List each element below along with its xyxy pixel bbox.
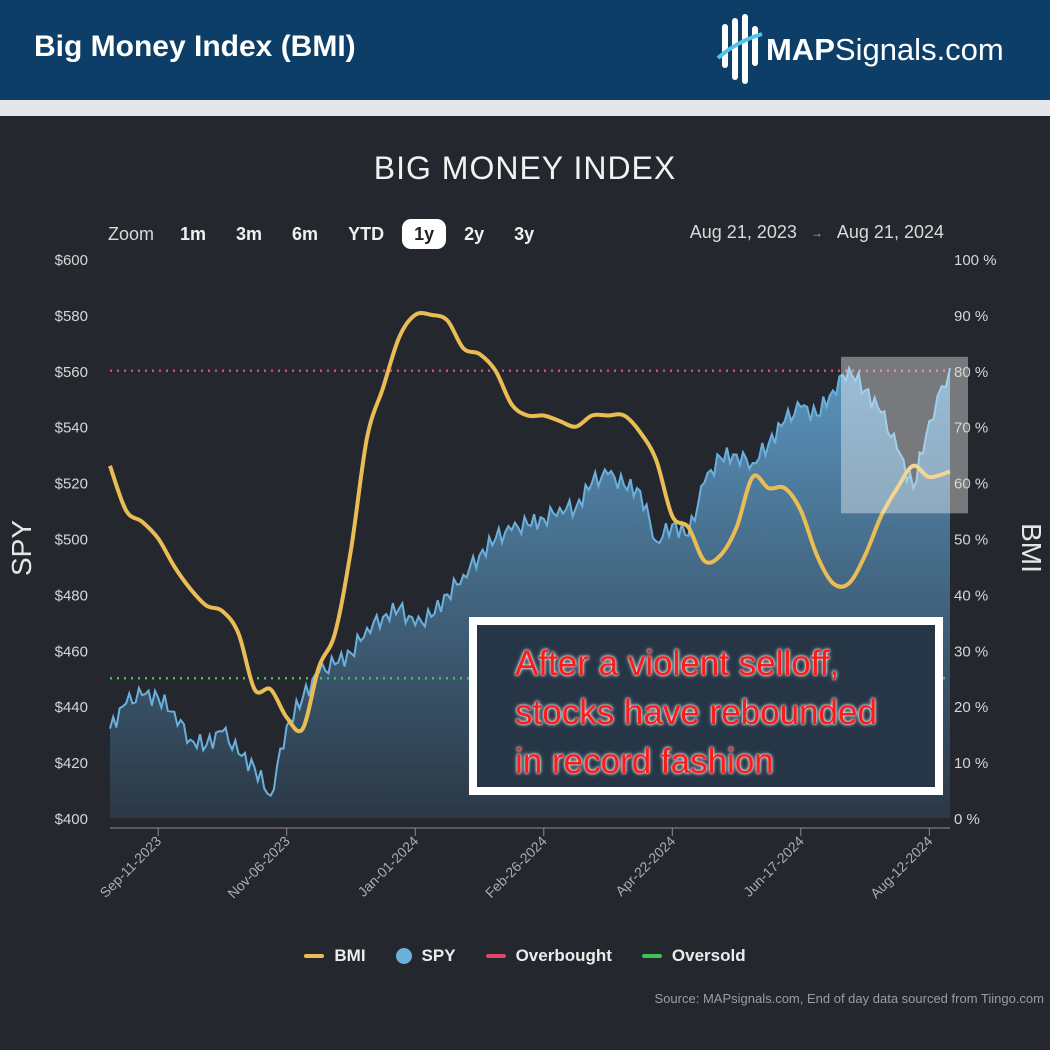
logo-bars-icon (716, 14, 763, 84)
legend-label: SPY (421, 946, 456, 965)
annotation-line: After a violent selloff, (515, 644, 840, 683)
annotation-line: in record fashion (515, 742, 774, 781)
x-tick-label: Jan-01-2024 (354, 833, 421, 900)
y-right-tick-label: 60 % (954, 476, 988, 493)
y-left-tick-label: $440 (55, 699, 88, 716)
y-right-tick-label: 80 % (954, 364, 988, 381)
y-right-tick-label: 90 % (954, 308, 988, 325)
legend-item-overbought[interactable]: Overbought (485, 946, 612, 966)
y-left-axis-title: SPY (6, 520, 37, 576)
zoom-1m-button[interactable]: 1m (180, 224, 207, 244)
zoom-3y-button[interactable]: 3y (514, 224, 535, 244)
y-left-tick-label: $460 (55, 643, 88, 660)
y-left-tick-label: $520 (55, 476, 88, 493)
y-right-tick-label: 20 % (954, 699, 988, 716)
spy-line (109, 364, 951, 798)
annotation-line: stocks have rebounded (515, 693, 877, 732)
chart-legend: BMI SPY Overbought Oversold (0, 946, 1050, 966)
chart-title: BIG MONEY INDEX (373, 150, 677, 186)
y-left-tick-label: $420 (55, 755, 88, 772)
x-tick-label: Apr-22-2024 (612, 833, 678, 899)
x-tick-label: Aug-12-2024 (867, 833, 936, 902)
legend-dot-swatch (395, 948, 412, 964)
y-right-tick-label: 30 % (954, 643, 988, 660)
y-left-tick-label: $480 (55, 587, 88, 604)
legend-line-swatch (304, 954, 325, 958)
zoom-3m-button[interactable]: 3m (236, 224, 263, 244)
x-tick-label: Feb-26-2024 (482, 833, 550, 901)
highlight-region (841, 356, 968, 514)
y-left-tick-label: $560 (55, 364, 88, 381)
y-left-tick-label: $580 (55, 308, 88, 325)
y-right-axis-title: BMI (1016, 523, 1047, 573)
zoom-6m-button[interactable]: 6m (292, 224, 319, 244)
zoom-1y-button[interactable]: 1y (402, 219, 447, 249)
y-left-tick-label: $540 (55, 420, 88, 437)
x-tick-label: Nov-06-2023 (224, 833, 293, 902)
y-right-tick-label: 70 % (954, 420, 988, 437)
zoom-2y-button[interactable]: 2y (464, 224, 485, 244)
mapsignals-logo: MAPSignals.com (716, 14, 1016, 86)
zoom-selector: Zoom 1m 3m 6m YTD 1y 2y 3y (108, 218, 552, 250)
annotation-box: After a violent selloff, stocks have reb… (469, 617, 943, 795)
y-left-tick-label: $500 (55, 532, 88, 549)
bmi-line (108, 311, 951, 734)
x-tick-label: Sep-11-2023 (96, 833, 164, 901)
legend-label: BMI (334, 946, 366, 965)
header-separator (0, 100, 1050, 116)
y-right-tick-label: 50 % (954, 532, 988, 549)
zoom-label: Zoom (108, 223, 155, 244)
logo-text: MAPSignals.com (766, 32, 1004, 67)
y-right-tick-label: 10 % (954, 755, 988, 772)
legend-line-swatch (485, 954, 506, 958)
zoom-ytd-button[interactable]: YTD (348, 224, 385, 244)
header-bar: Big Money Index (BMI) MAPSignals.com (0, 0, 1050, 100)
y-right-tick-label: 0 % (954, 811, 980, 828)
y-left-tick-label: $400 (55, 811, 88, 828)
y-right-tick-label: 40 % (954, 587, 988, 604)
page-title: Big Money Index (BMI) (34, 30, 356, 63)
date-to[interactable]: Aug 21, 2024 (836, 222, 944, 242)
y-left-tick-label: $600 (55, 252, 88, 269)
date-from[interactable]: Aug 21, 2023 (689, 222, 797, 242)
legend-label: Oversold (671, 946, 746, 965)
legend-line-swatch (641, 954, 662, 958)
legend-item-bmi[interactable]: BMI (304, 946, 366, 966)
legend-item-oversold[interactable]: Oversold (641, 946, 746, 966)
legend-item-spy[interactable]: SPY (395, 946, 456, 966)
range-arrow-icon: → (810, 225, 823, 240)
annotation-text: After a violent selloff, stocks have reb… (515, 639, 935, 786)
date-range: Aug 21, 2023 → Aug 21, 2024 (690, 222, 944, 243)
legend-label: Overbought (515, 946, 612, 965)
source-note: Source: MAPsignals.com, End of day data … (654, 991, 1044, 1006)
y-right-tick-label: 100 % (954, 252, 997, 269)
x-tick-label: Jun-17-2024 (740, 833, 807, 900)
